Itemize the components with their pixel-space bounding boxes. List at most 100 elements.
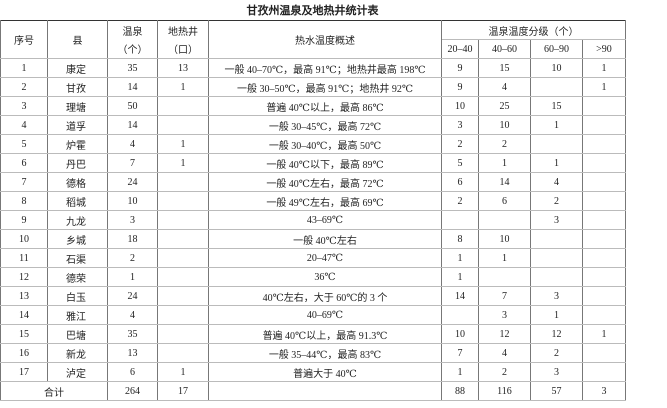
table-cell: 一般 49℃左右，最高 69℃ bbox=[208, 191, 442, 211]
table-cell: 普遍 40℃以上，最高 86℃ bbox=[208, 96, 442, 116]
table-cell: 2 bbox=[441, 134, 479, 154]
table-cell: 一般 30–50℃，最高 91℃；地热井 92℃ bbox=[208, 77, 442, 97]
table-cell: 3 bbox=[530, 210, 583, 230]
table-cell: 10 bbox=[478, 115, 531, 135]
table-cell: 43–69℃ bbox=[208, 210, 442, 230]
table-cell: 9 bbox=[0, 210, 48, 230]
table-cell bbox=[582, 362, 626, 382]
table-cell: 4 bbox=[530, 172, 583, 192]
table-cell bbox=[530, 248, 583, 268]
table-row: 15 巴塘 35 普遍 40℃以上，最高 91.3℃ 10 12 12 1 bbox=[0, 324, 626, 344]
table-cell: 道孚 bbox=[47, 115, 108, 135]
table-row: 4 道孚 14 一般 30–45℃，最高 72℃ 3 10 1 bbox=[0, 115, 626, 135]
table-cell: 15 bbox=[530, 96, 583, 116]
table-cell: 57 bbox=[530, 381, 583, 401]
table-cell: 3 bbox=[478, 305, 531, 325]
table-cell: 20–47℃ bbox=[208, 248, 442, 268]
table-cell: 13 bbox=[107, 343, 158, 363]
table-cell: 3 bbox=[582, 381, 626, 401]
table-cell: 25 bbox=[478, 96, 531, 116]
table-cell: 德荣 bbox=[47, 267, 108, 287]
stats-table: 序号 县 温泉 地热井 热水温度概述 温泉温度分级（个） （个） （口） 20–… bbox=[0, 20, 626, 401]
table-cell: 4 bbox=[107, 305, 158, 325]
header-cell: 温泉温度分级（个） bbox=[441, 20, 626, 40]
table-cell bbox=[157, 115, 209, 135]
table-cell: 康定 bbox=[47, 58, 108, 78]
table-cell: 普遍大于 40℃ bbox=[208, 362, 442, 382]
table-cell: 13 bbox=[157, 58, 209, 78]
table-cell: 17 bbox=[157, 381, 209, 401]
table-cell bbox=[582, 229, 626, 249]
table-cell: 1 bbox=[157, 134, 209, 154]
table-cell: 1 bbox=[478, 153, 531, 173]
table-cell: 1 bbox=[530, 305, 583, 325]
table-cell: 2 bbox=[107, 248, 158, 268]
header-cell: 20–40 bbox=[441, 39, 479, 59]
table-cell: 6 bbox=[107, 362, 158, 382]
table-cell bbox=[582, 286, 626, 306]
table-row: 17 泸定 6 1 普遍大于 40℃ 1 2 3 bbox=[0, 362, 626, 382]
table-body: 1 康定 35 13 一般 40–70℃，最高 91℃；地热井最高 198℃ 9 15 10 1… bbox=[0, 58, 626, 401]
table-cell: 7 bbox=[0, 172, 48, 192]
table-cell: 18 bbox=[107, 229, 158, 249]
table-cell bbox=[441, 210, 479, 230]
table-cell: 德格 bbox=[47, 172, 108, 192]
table-cell bbox=[582, 210, 626, 230]
table-title: 甘孜州温泉及地热井统计表 bbox=[246, 4, 379, 17]
table-cell: 4 bbox=[478, 343, 531, 363]
table-cell: 7 bbox=[478, 286, 531, 306]
table-cell bbox=[582, 153, 626, 173]
table-cell: 1 bbox=[441, 248, 479, 268]
table-row: 11 石渠 2 20–47℃ 1 1 bbox=[0, 248, 626, 268]
table-cell bbox=[157, 96, 209, 116]
table-cell: 1 bbox=[0, 58, 48, 78]
table-cell: 12 bbox=[530, 324, 583, 344]
table-cell: 40℃左右，大于 60℃的 3 个 bbox=[208, 286, 442, 306]
table-cell: 1 bbox=[582, 324, 626, 344]
table-cell: 1 bbox=[441, 267, 479, 287]
table-cell: 1 bbox=[582, 77, 626, 97]
table-cell: 泸定 bbox=[47, 362, 108, 382]
table-cell: 一般 35–44℃，最高 83℃ bbox=[208, 343, 442, 363]
table-cell bbox=[157, 248, 209, 268]
table-row: 3 理塘 50 普遍 40℃以上，最高 86℃ 10 25 15 bbox=[0, 96, 626, 116]
table-cell: 1 bbox=[157, 77, 209, 97]
table-cell: 50 bbox=[107, 96, 158, 116]
table-cell: 1 bbox=[157, 153, 209, 173]
table-cell: 13 bbox=[0, 286, 48, 306]
table-cell: 10 bbox=[478, 229, 531, 249]
table-cell: 24 bbox=[107, 286, 158, 306]
table-cell: 12 bbox=[478, 324, 531, 344]
header-cell: 60–90 bbox=[530, 39, 583, 59]
table-cell: 3 bbox=[530, 362, 583, 382]
table-cell: 甘孜 bbox=[47, 77, 108, 97]
table-cell: 一般 40℃左右 bbox=[208, 229, 442, 249]
table-cell bbox=[530, 267, 583, 287]
table-row: 5 炉霍 4 1 一般 30–40℃，最高 50℃ 2 2 bbox=[0, 134, 626, 154]
table-cell: 合计 bbox=[0, 381, 108, 401]
table-cell bbox=[582, 191, 626, 211]
table-cell: 35 bbox=[107, 324, 158, 344]
header-cell: >90 bbox=[582, 39, 626, 59]
table-row: 14 雅江 4 40–69℃ 3 1 bbox=[0, 305, 626, 325]
table-row: 6 丹巴 7 1 一般 40℃以下，最高 89℃ 5 1 1 bbox=[0, 153, 626, 173]
table-cell: 雅江 bbox=[47, 305, 108, 325]
table-cell: 九龙 bbox=[47, 210, 108, 230]
table-cell: 6 bbox=[441, 172, 479, 192]
table-cell: 6 bbox=[0, 153, 48, 173]
table-cell bbox=[582, 115, 626, 135]
table-cell: 5 bbox=[441, 153, 479, 173]
table-row: 7 德格 24 一般 40℃左右，最高 72℃ 6 14 4 bbox=[0, 172, 626, 192]
table-cell: 白玉 bbox=[47, 286, 108, 306]
table-cell bbox=[530, 134, 583, 154]
table-cell bbox=[157, 210, 209, 230]
table-cell bbox=[157, 172, 209, 192]
table-cell: 理塘 bbox=[47, 96, 108, 116]
table-cell: 2 bbox=[478, 134, 531, 154]
table-cell: 36℃ bbox=[208, 267, 442, 287]
table-cell: 4 bbox=[107, 134, 158, 154]
table-cell bbox=[530, 77, 583, 97]
table-cell: 1 bbox=[478, 248, 531, 268]
table-cell: 1 bbox=[530, 153, 583, 173]
